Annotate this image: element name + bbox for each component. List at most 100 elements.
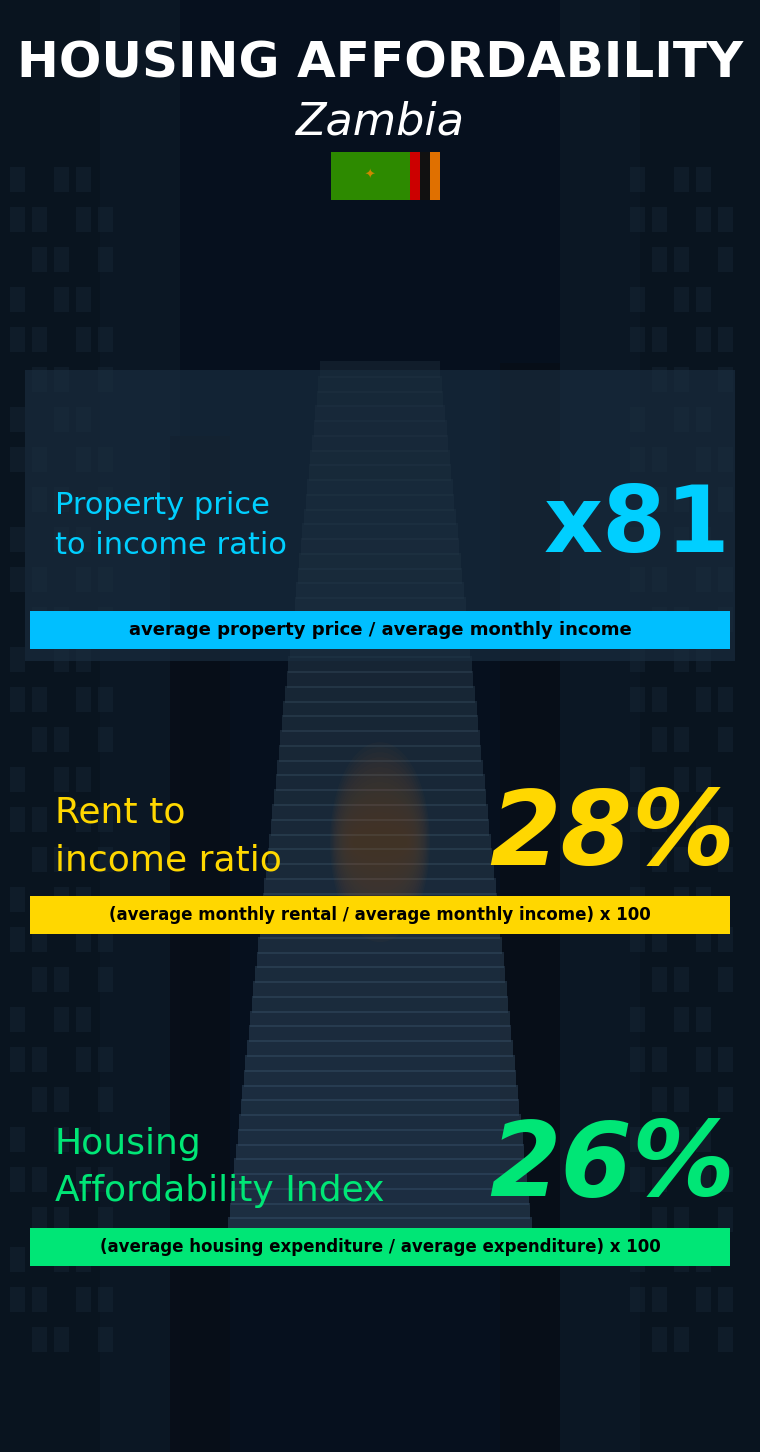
Bar [287,671,473,688]
Bar [54,287,69,312]
Bar [242,1085,518,1101]
Bar [76,648,91,672]
Bar [674,367,689,392]
Bar [674,407,689,433]
Bar [696,327,711,351]
Bar [291,627,469,643]
Bar [652,1047,667,1072]
Bar [652,447,667,472]
Bar [696,447,711,472]
Bar [32,926,47,953]
Bar [652,1088,667,1112]
Bar [674,527,689,552]
Bar [718,486,733,513]
Bar [76,767,91,791]
Bar [718,1327,733,1352]
Bar [98,367,113,392]
Bar [25,370,735,661]
Bar [718,1207,733,1231]
Bar [98,208,113,232]
Bar [630,926,645,953]
Bar [10,648,25,672]
Bar [98,447,113,472]
Bar [76,687,91,711]
Bar [234,1159,526,1175]
Bar [696,926,711,953]
Bar [264,878,496,894]
Bar [274,790,486,806]
Bar [652,727,667,752]
Bar [54,1327,69,1352]
Text: 26%: 26% [489,1117,735,1218]
Bar [630,767,645,791]
Bar [54,367,69,392]
Bar [10,687,25,711]
Bar [293,613,467,629]
Bar [718,727,733,752]
Bar [652,247,667,272]
Bar [54,607,69,632]
Bar [76,1286,91,1313]
Text: (average monthly rental / average monthly income) x 100: (average monthly rental / average monthl… [109,906,651,923]
Bar [76,807,91,832]
Bar [10,566,25,592]
Bar [10,807,25,832]
Bar [299,553,461,569]
Bar [718,247,733,272]
Bar [410,152,420,200]
Bar [307,479,453,497]
Bar [674,486,689,513]
Bar [98,1088,113,1112]
Bar [280,730,480,746]
Bar [630,167,645,192]
Bar [313,420,447,437]
Bar [317,391,443,408]
Bar [32,807,47,832]
Bar [630,566,645,592]
Bar [32,208,47,232]
Bar [696,1008,711,1032]
Bar [258,937,502,954]
Bar [718,566,733,592]
Bar [696,1047,711,1072]
Bar [10,287,25,312]
Bar [674,287,689,312]
Bar [283,701,477,717]
Bar [98,926,113,953]
Bar [54,847,69,873]
Bar [630,527,645,552]
Bar [98,486,113,513]
Bar [32,367,47,392]
Bar [76,887,91,912]
Bar [54,1127,69,1151]
Bar [630,447,645,472]
Bar [272,804,488,820]
Bar [10,887,25,912]
Bar [252,996,508,1012]
Bar [277,759,483,777]
Bar [630,1247,645,1272]
Bar [54,1008,69,1032]
Bar [10,1247,25,1272]
Bar [54,1207,69,1231]
Bar [652,807,667,832]
Bar [76,1247,91,1272]
Bar [696,208,711,232]
Bar [318,376,442,392]
Bar [271,819,489,835]
Bar [32,566,47,592]
Bar [674,1207,689,1231]
Bar [295,597,465,614]
Bar [76,1127,91,1151]
Bar [718,1167,733,1192]
Bar [10,926,25,953]
Bar [630,887,645,912]
Bar [32,1207,47,1231]
Bar [76,407,91,433]
Bar [54,967,69,992]
Bar [54,1247,69,1272]
Bar [298,568,462,585]
Bar [696,167,711,192]
Bar [652,367,667,392]
Bar [630,1008,645,1032]
